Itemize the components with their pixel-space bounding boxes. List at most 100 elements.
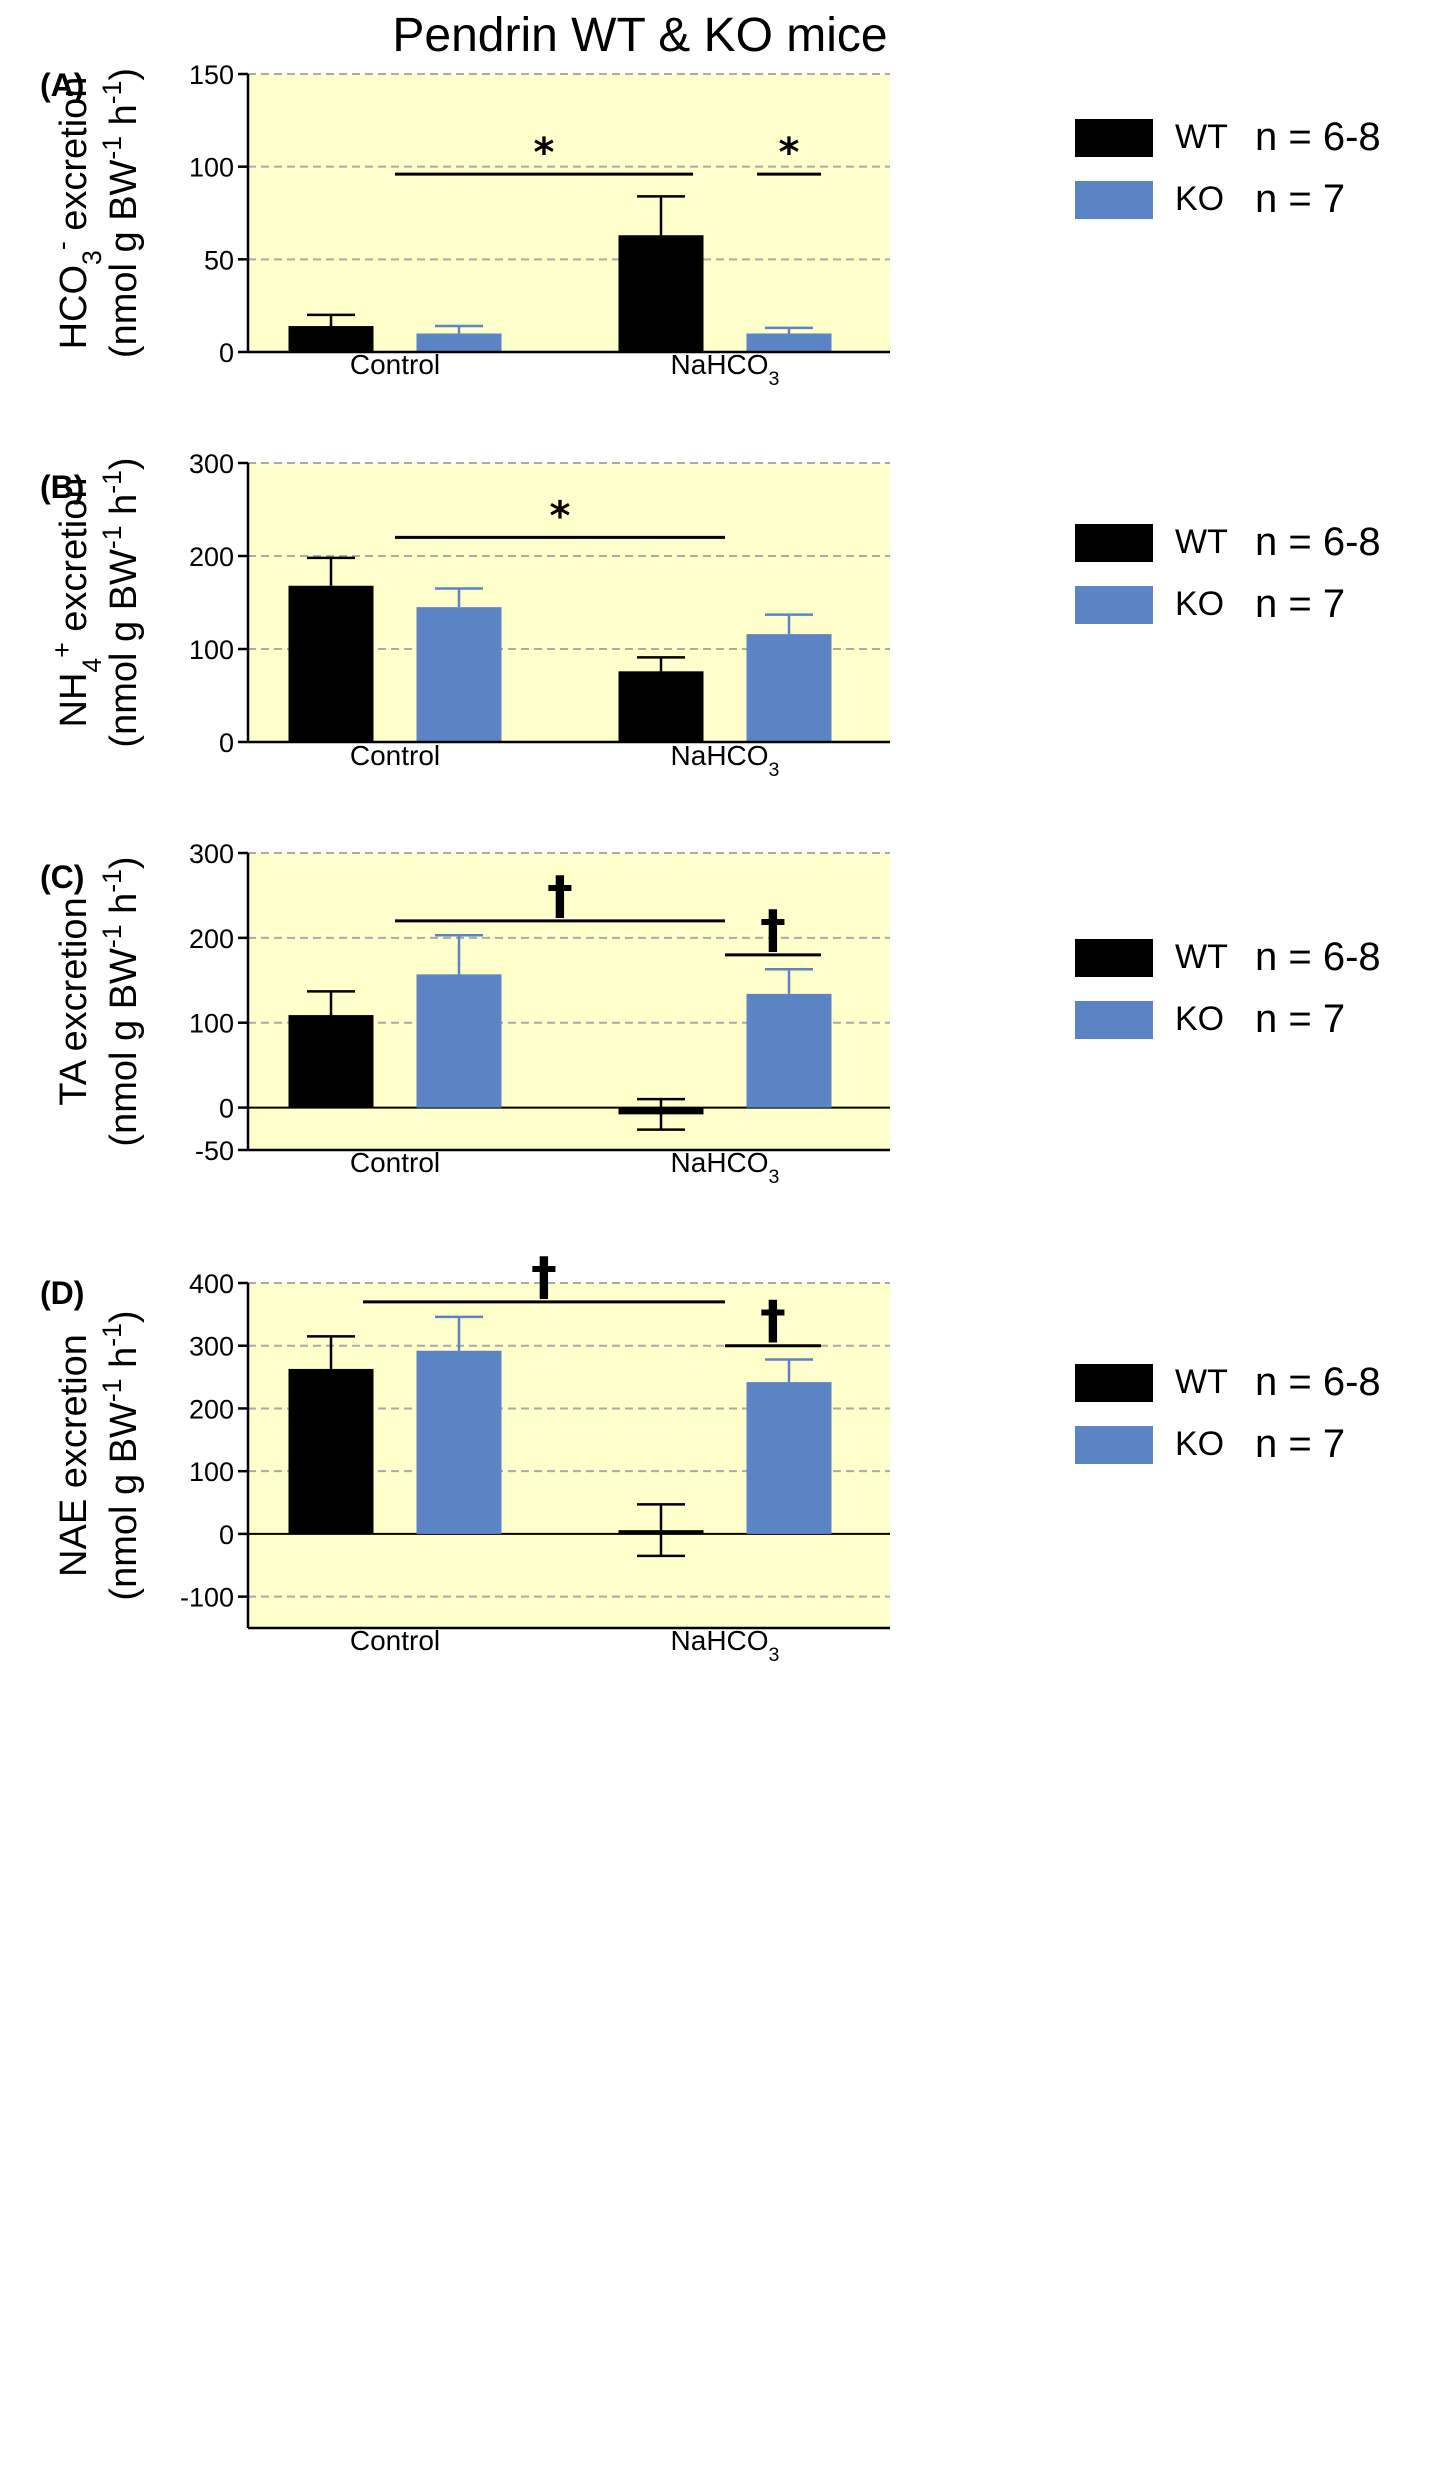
panel-a: 0 50 100 150 Control NaHCO3 * * (A) HCO3- excreti…	[0, 40, 1440, 420]
legend-label: KO	[1175, 180, 1225, 218]
legend-label: KO	[1175, 1425, 1225, 1463]
panel-label: (A)	[40, 67, 84, 103]
y-axis-label-units: (nmol g BW-1 h-1)	[97, 1310, 145, 1600]
bar-wt-0	[288, 1368, 374, 1534]
legend-label: KO	[1175, 1000, 1225, 1038]
legend-n: n = 6-8	[1255, 115, 1381, 159]
significance-symbol: †	[547, 866, 573, 926]
bar-ko-0	[416, 974, 502, 1108]
significance-symbol: *	[550, 493, 571, 539]
chart-d: -100 0 100 200 300 400 Control NaHCO3 † † (D) NAE e…	[40, 1247, 890, 1666]
y-tick-label: -50	[195, 1136, 234, 1166]
text-part: -1	[97, 525, 127, 549]
text-part: )	[103, 457, 145, 470]
y-tick-label: 50	[204, 245, 234, 275]
legend-a: WT n = 6-8 KO n = 7	[1075, 115, 1435, 255]
legend-n: n = 7	[1255, 1422, 1346, 1466]
plot-background	[248, 74, 890, 352]
x-tick-label: Control	[350, 1625, 440, 1656]
panel-d: -100 0 100 200 300 400 Control NaHCO3 † † (D) NAE e…	[0, 1247, 1440, 1680]
x-tick-label: NaHCO3	[671, 740, 780, 781]
text-part: h	[103, 893, 145, 925]
text-part: (nmol g BW	[103, 1402, 145, 1601]
text-part: HCO	[53, 265, 95, 349]
text-part: NAE excretion	[53, 1334, 95, 1577]
text-part: Control	[350, 349, 440, 380]
legend-n: n = 7	[1255, 177, 1346, 221]
x-tick-label: Control	[350, 349, 440, 380]
legend-label: WT	[1175, 118, 1228, 156]
text-part: Control	[350, 1625, 440, 1656]
significance-symbol: †	[760, 1291, 786, 1351]
y-tick-label: 200	[189, 1394, 234, 1424]
bar-ko-1	[746, 993, 832, 1108]
y-axis-label-units: (nmol g BW-1 h-1)	[97, 457, 145, 747]
text-part: NaHCO	[671, 1147, 769, 1178]
text-part: -1	[97, 470, 127, 494]
text-part: )	[103, 856, 145, 869]
text-part: excretion	[53, 77, 95, 242]
text-part: Control	[350, 740, 440, 771]
x-tick-label: NaHCO3	[671, 1147, 780, 1188]
panel-label: (C)	[40, 859, 84, 895]
y-tick-label: 300	[189, 1332, 234, 1362]
y-tick-label: -100	[180, 1583, 234, 1613]
bar-wt-0	[288, 585, 374, 742]
chart-c: -50 0 100 200 300 Control NaHCO3 † † (C)TA excret…	[40, 839, 890, 1188]
legend-swatch	[1075, 586, 1153, 624]
bar-wt-0	[288, 1015, 374, 1108]
text-part: NaHCO	[671, 740, 769, 771]
x-tick-label: NaHCO3	[671, 1625, 780, 1666]
legend-swatch	[1075, 1364, 1153, 1402]
text-part: NaHCO	[671, 1625, 769, 1656]
y-tick-label: 300	[189, 449, 234, 479]
text-part: 4	[77, 658, 107, 673]
text-part: -	[47, 241, 77, 250]
y-tick-label: 100	[189, 635, 234, 665]
bar-wt-0	[288, 326, 374, 352]
y-axis-label-units: (nmol g BW-1 h-1)	[97, 68, 145, 358]
bar-ko-1	[746, 1382, 832, 1534]
bar-ko-0	[416, 607, 502, 742]
bar-ko-1	[746, 634, 832, 742]
legend-swatch	[1075, 1001, 1153, 1039]
legend-label: KO	[1175, 585, 1225, 623]
text-part: h	[103, 104, 145, 136]
text-part: 3	[769, 759, 780, 781]
text-part: NH	[53, 673, 95, 728]
legend-n: n = 6-8	[1255, 520, 1381, 564]
panel-c: -50 0 100 200 300 Control NaHCO3 † † (C) TA excret…	[0, 830, 1440, 1230]
y-tick-label: 100	[189, 1009, 234, 1039]
text-part: -1	[97, 869, 127, 893]
text-part: 3	[769, 1644, 780, 1666]
text-part: TA excretion	[53, 897, 95, 1105]
y-tick-label: 300	[189, 839, 234, 869]
y-tick-label: 150	[189, 60, 234, 90]
text-part: (nmol g BW	[103, 549, 145, 748]
legend-n: n = 6-8	[1255, 935, 1381, 979]
y-axis-label: TA excretion	[53, 897, 95, 1105]
text-part: -1	[97, 1378, 127, 1402]
bar-ko-0	[416, 333, 502, 352]
y-axis-label: NH4+ excretion	[47, 478, 107, 728]
bar-ko-0	[416, 1350, 502, 1534]
legend-n: n = 6-8	[1255, 1360, 1381, 1404]
bar-ko-1	[746, 333, 832, 352]
panel-label: (B)	[40, 469, 84, 505]
text-part: -1	[97, 924, 127, 948]
text-part: 3	[769, 368, 780, 390]
panel-b: 0 100 200 300 Control NaHCO3 * (B) NH4+ excretio…	[0, 440, 1440, 800]
legend-label: WT	[1175, 1363, 1228, 1401]
panel-label: (D)	[40, 1275, 84, 1311]
legend-swatch	[1075, 181, 1153, 219]
bar-wt-1	[618, 671, 704, 742]
legend-n: n = 7	[1255, 997, 1346, 1041]
y-axis-label-units: (nmol g BW-1 h-1)	[97, 856, 145, 1146]
x-tick-label: NaHCO3	[671, 349, 780, 390]
text-part: -1	[97, 81, 127, 105]
text-part: Control	[350, 1147, 440, 1178]
legend-d: WT n = 6-8 KO n = 7	[1075, 1360, 1435, 1500]
text-part: )	[103, 68, 145, 81]
legend-n: n = 7	[1255, 582, 1346, 626]
